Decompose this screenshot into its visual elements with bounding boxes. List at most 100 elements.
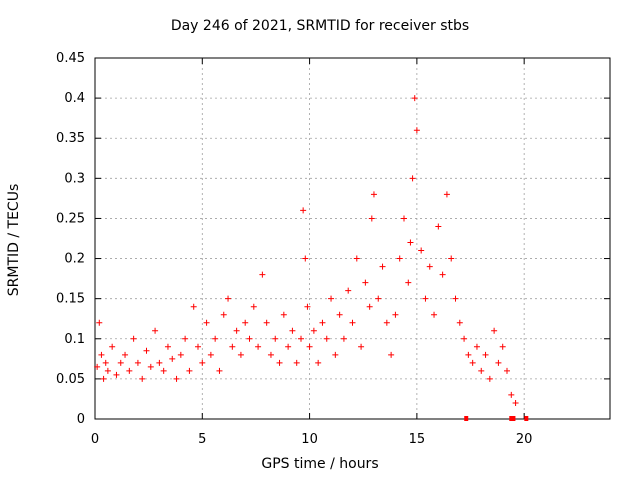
data-point bbox=[340, 335, 347, 342]
data-point bbox=[259, 271, 266, 278]
y-tick-label: 0 bbox=[77, 412, 85, 427]
data-point bbox=[368, 215, 375, 222]
data-point bbox=[499, 343, 506, 350]
data-point bbox=[285, 343, 292, 350]
data-point bbox=[332, 351, 339, 358]
data-point bbox=[280, 311, 287, 318]
data-point bbox=[109, 343, 116, 350]
data-point bbox=[431, 311, 438, 318]
data-point bbox=[182, 335, 189, 342]
data-point bbox=[349, 319, 356, 326]
axis-markers bbox=[464, 416, 529, 421]
data-point bbox=[237, 351, 244, 358]
data-point bbox=[220, 311, 227, 318]
data-point bbox=[242, 319, 249, 326]
data-point bbox=[482, 351, 489, 358]
x-tick-label: 5 bbox=[198, 432, 206, 447]
data-point bbox=[405, 279, 412, 286]
data-point bbox=[353, 255, 360, 262]
y-tick-label: 0.1 bbox=[64, 332, 85, 347]
grid-lines bbox=[95, 58, 610, 419]
data-point bbox=[426, 263, 433, 270]
data-point bbox=[473, 343, 480, 350]
data-point bbox=[147, 363, 154, 370]
y-tick-label: 0.15 bbox=[56, 292, 85, 307]
data-point bbox=[233, 327, 240, 334]
data-point bbox=[104, 367, 111, 374]
data-point bbox=[345, 287, 352, 294]
data-point bbox=[409, 175, 416, 182]
data-point bbox=[173, 375, 180, 382]
data-point bbox=[250, 303, 257, 310]
y-tick-label: 0.4 bbox=[64, 91, 85, 106]
data-point bbox=[401, 215, 407, 222]
data-point bbox=[319, 319, 326, 326]
data-point bbox=[491, 327, 498, 334]
data-point bbox=[413, 127, 420, 134]
data-point bbox=[126, 367, 133, 374]
data-point bbox=[255, 343, 262, 350]
data-point bbox=[495, 359, 502, 366]
data-point bbox=[246, 335, 253, 342]
data-point bbox=[195, 343, 201, 350]
data-point bbox=[229, 343, 236, 350]
data-point bbox=[315, 359, 322, 366]
data-point bbox=[435, 223, 442, 230]
data-point bbox=[418, 247, 425, 254]
data-point bbox=[388, 351, 395, 358]
data-point bbox=[98, 351, 105, 358]
data-point bbox=[383, 319, 390, 326]
x-tick-label: 15 bbox=[409, 432, 426, 447]
y-tick-label: 0.45 bbox=[56, 51, 85, 66]
data-point bbox=[289, 327, 296, 334]
data-point bbox=[358, 343, 365, 350]
data-point bbox=[160, 367, 167, 374]
data-point bbox=[362, 279, 369, 286]
data-point bbox=[508, 391, 515, 398]
data-point bbox=[298, 335, 304, 342]
data-point bbox=[486, 375, 493, 382]
data-point bbox=[134, 359, 141, 366]
data-point bbox=[122, 351, 129, 358]
data-point bbox=[465, 351, 472, 358]
data-point bbox=[267, 351, 274, 358]
data-point bbox=[366, 303, 373, 310]
data-point bbox=[263, 319, 270, 326]
data-point bbox=[113, 371, 120, 378]
data-point bbox=[422, 295, 429, 302]
data-point bbox=[478, 367, 485, 374]
data-point bbox=[443, 191, 450, 198]
data-point bbox=[456, 319, 463, 326]
data-point bbox=[512, 399, 519, 406]
data-point bbox=[225, 295, 232, 302]
data-point bbox=[439, 271, 446, 278]
data-point bbox=[152, 327, 159, 334]
axis-marker bbox=[509, 416, 514, 421]
data-point bbox=[169, 355, 176, 362]
data-points bbox=[94, 95, 519, 406]
data-point bbox=[448, 255, 455, 262]
data-point bbox=[293, 359, 300, 366]
data-point bbox=[461, 335, 468, 342]
x-tick-label: 0 bbox=[91, 432, 99, 447]
axis-marker bbox=[464, 416, 469, 421]
data-point bbox=[130, 335, 137, 342]
data-point bbox=[216, 367, 223, 374]
data-point bbox=[300, 207, 307, 214]
data-point bbox=[452, 295, 459, 302]
data-point bbox=[407, 239, 414, 246]
data-point bbox=[310, 327, 317, 334]
data-point bbox=[186, 367, 193, 374]
y-tick-label: 0.05 bbox=[56, 372, 85, 387]
data-point bbox=[156, 359, 163, 366]
data-point bbox=[370, 191, 377, 198]
data-point bbox=[306, 343, 313, 350]
data-point bbox=[190, 303, 197, 310]
axis-marker bbox=[511, 416, 516, 421]
x-tick-label: 10 bbox=[301, 432, 318, 447]
data-point bbox=[375, 295, 382, 302]
data-point bbox=[177, 351, 184, 358]
x-tick-label: 20 bbox=[516, 432, 533, 447]
data-point bbox=[469, 359, 476, 366]
plot-area bbox=[94, 57, 611, 420]
